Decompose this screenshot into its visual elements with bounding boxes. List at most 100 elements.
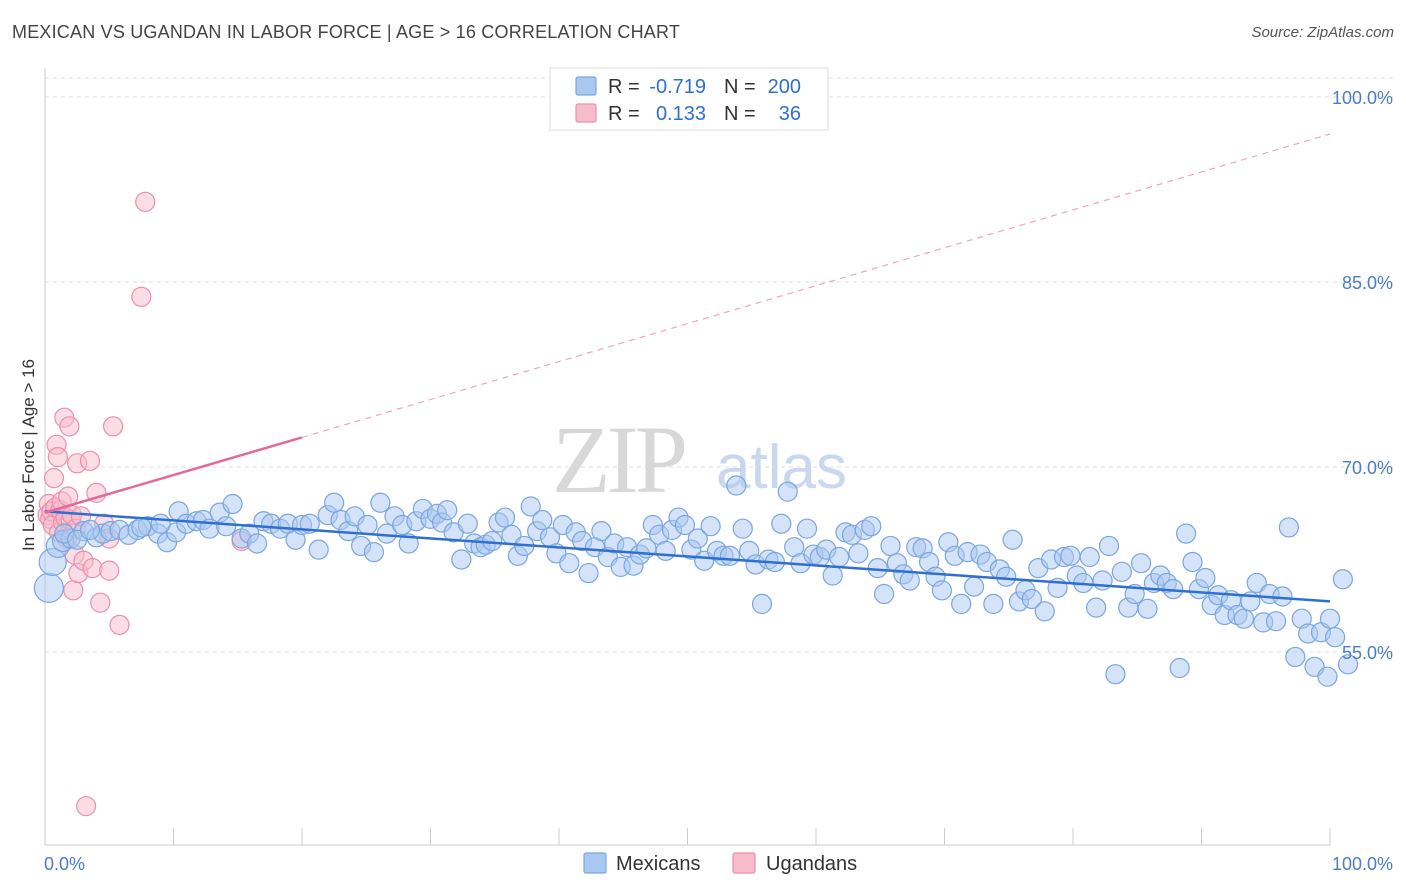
- mexicans-point: [1111, 561, 1132, 582]
- mexicans-point: [1079, 546, 1100, 568]
- y-axis-label: In Labor Force | Age > 16: [19, 359, 38, 551]
- mexicans-point: [1246, 572, 1267, 594]
- mexicans-point: [1319, 608, 1341, 629]
- data-points: [33, 191, 1359, 817]
- mexicans-point: [726, 475, 747, 496]
- ugandans-point: [103, 416, 124, 437]
- ugandans-point: [63, 580, 84, 601]
- legend: R = -0.719 N = 200 R = 0.133 N = 36: [549, 67, 829, 131]
- mexicans-point: [1285, 646, 1306, 668]
- ugandans-point: [47, 447, 68, 468]
- mexicans-point: [1337, 654, 1359, 675]
- ugandans-point: [76, 796, 97, 817]
- legend-n-label: N =: [724, 103, 756, 125]
- mexicans-point: [771, 513, 792, 534]
- axes: [44, 68, 1331, 846]
- mexicans-point: [996, 566, 1017, 587]
- mexicans-point: [363, 541, 385, 563]
- watermark: ZIP atlas: [552, 406, 847, 513]
- ugandans-point: [90, 592, 111, 613]
- mexicans-point: [1137, 598, 1158, 619]
- mexicans-point: [719, 545, 741, 566]
- y-tick-label: 85.0%: [1342, 273, 1393, 293]
- legend-n-value: 36: [779, 103, 801, 125]
- mexicans-point: [1175, 523, 1197, 544]
- mexicans-point: [899, 570, 920, 591]
- ugandans-point: [43, 468, 65, 489]
- mexicans-point: [1105, 664, 1126, 685]
- mexicans-point: [1332, 569, 1353, 590]
- mexicans-point: [222, 493, 243, 515]
- mexicans-point: [1034, 601, 1055, 622]
- legend-swatch-ugandans: [575, 103, 597, 123]
- mexicans-point: [437, 500, 458, 521]
- mexicans-point: [578, 562, 599, 584]
- legend-swatch-mexicans: [575, 76, 597, 96]
- watermark-zip: ZIP: [552, 406, 685, 513]
- mexicans-point: [1325, 627, 1346, 648]
- ugandans-point: [99, 560, 120, 581]
- mexicans-point: [33, 572, 64, 603]
- ugandans-trend-line: [44, 436, 303, 514]
- mexicans-point: [655, 540, 676, 561]
- ugandans-point: [82, 558, 103, 579]
- y-tick-label: 55.0%: [1342, 643, 1393, 663]
- bottom-legend-swatch-ugandans: [732, 852, 756, 874]
- y-tick-label: 70.0%: [1342, 458, 1393, 478]
- mexicans-point: [451, 549, 472, 570]
- mexicans-point: [751, 593, 773, 615]
- mexicans-point: [246, 533, 268, 554]
- mexicans-point: [457, 513, 478, 534]
- legend-r-value: 0.133: [656, 103, 706, 125]
- mexicans-point: [1002, 529, 1023, 550]
- bottom-legend-swatch-mexicans: [583, 852, 607, 874]
- ugandans-point: [131, 286, 152, 307]
- y-tick-label: 100.0%: [1332, 88, 1393, 108]
- mexicans-point: [79, 519, 101, 541]
- mexicans-point: [1169, 657, 1190, 679]
- mexicans-point: [700, 516, 721, 537]
- ugandans-point: [109, 614, 130, 635]
- mexicans-point: [732, 518, 753, 539]
- ugandans-point: [59, 416, 80, 437]
- mexicans-point: [822, 565, 843, 586]
- mexicans-point: [324, 492, 345, 513]
- mexicans-point: [1060, 545, 1081, 566]
- mexicans-point: [370, 492, 391, 513]
- mexicans-point: [796, 518, 818, 539]
- mexicans-point: [1278, 517, 1299, 538]
- ugandans-point: [135, 191, 156, 212]
- mexicans-point: [1086, 597, 1107, 618]
- mexicans-point: [874, 583, 895, 605]
- mexicans-point: [1182, 551, 1203, 573]
- y-tick-labels: 55.0% 70.0% 85.0% 100.0%: [1332, 88, 1393, 663]
- mexicans-point: [494, 507, 516, 528]
- mexicans-point: [559, 553, 580, 574]
- mexicans-point: [131, 517, 152, 538]
- mexicans-point: [687, 528, 708, 549]
- mexicans-point: [1131, 553, 1152, 574]
- mexicans-point: [983, 593, 1004, 615]
- mexicans-point: [150, 513, 171, 534]
- ugandans-point: [79, 450, 101, 471]
- mexicans-point: [1317, 666, 1338, 687]
- x-tick-label: 0.0%: [44, 854, 85, 874]
- mexicans-point: [848, 543, 869, 564]
- x-tick-label: 100.0%: [1332, 854, 1393, 874]
- mexicans-point: [931, 580, 953, 601]
- source-label: Source: ZipAtlas.com: [1251, 24, 1394, 41]
- legend-n-label: N =: [724, 76, 756, 98]
- mexicans-point: [1098, 535, 1120, 557]
- x-tick-labels: 0.0% 100.0%: [44, 854, 1393, 874]
- bottom-legend-mexicans: Mexicans: [616, 853, 700, 875]
- mexicans-point: [308, 539, 329, 560]
- mexicans-point: [591, 521, 612, 542]
- mexicans-trend-line: [44, 510, 1331, 603]
- mexicans-point: [532, 509, 553, 531]
- ugandans-trend-extension: [301, 133, 1331, 438]
- bottom-legend: Mexicans Ugandans: [583, 852, 857, 875]
- trend-lines: [44, 133, 1331, 603]
- ugandans-point: [86, 482, 107, 503]
- legend-n-value: 200: [768, 76, 801, 98]
